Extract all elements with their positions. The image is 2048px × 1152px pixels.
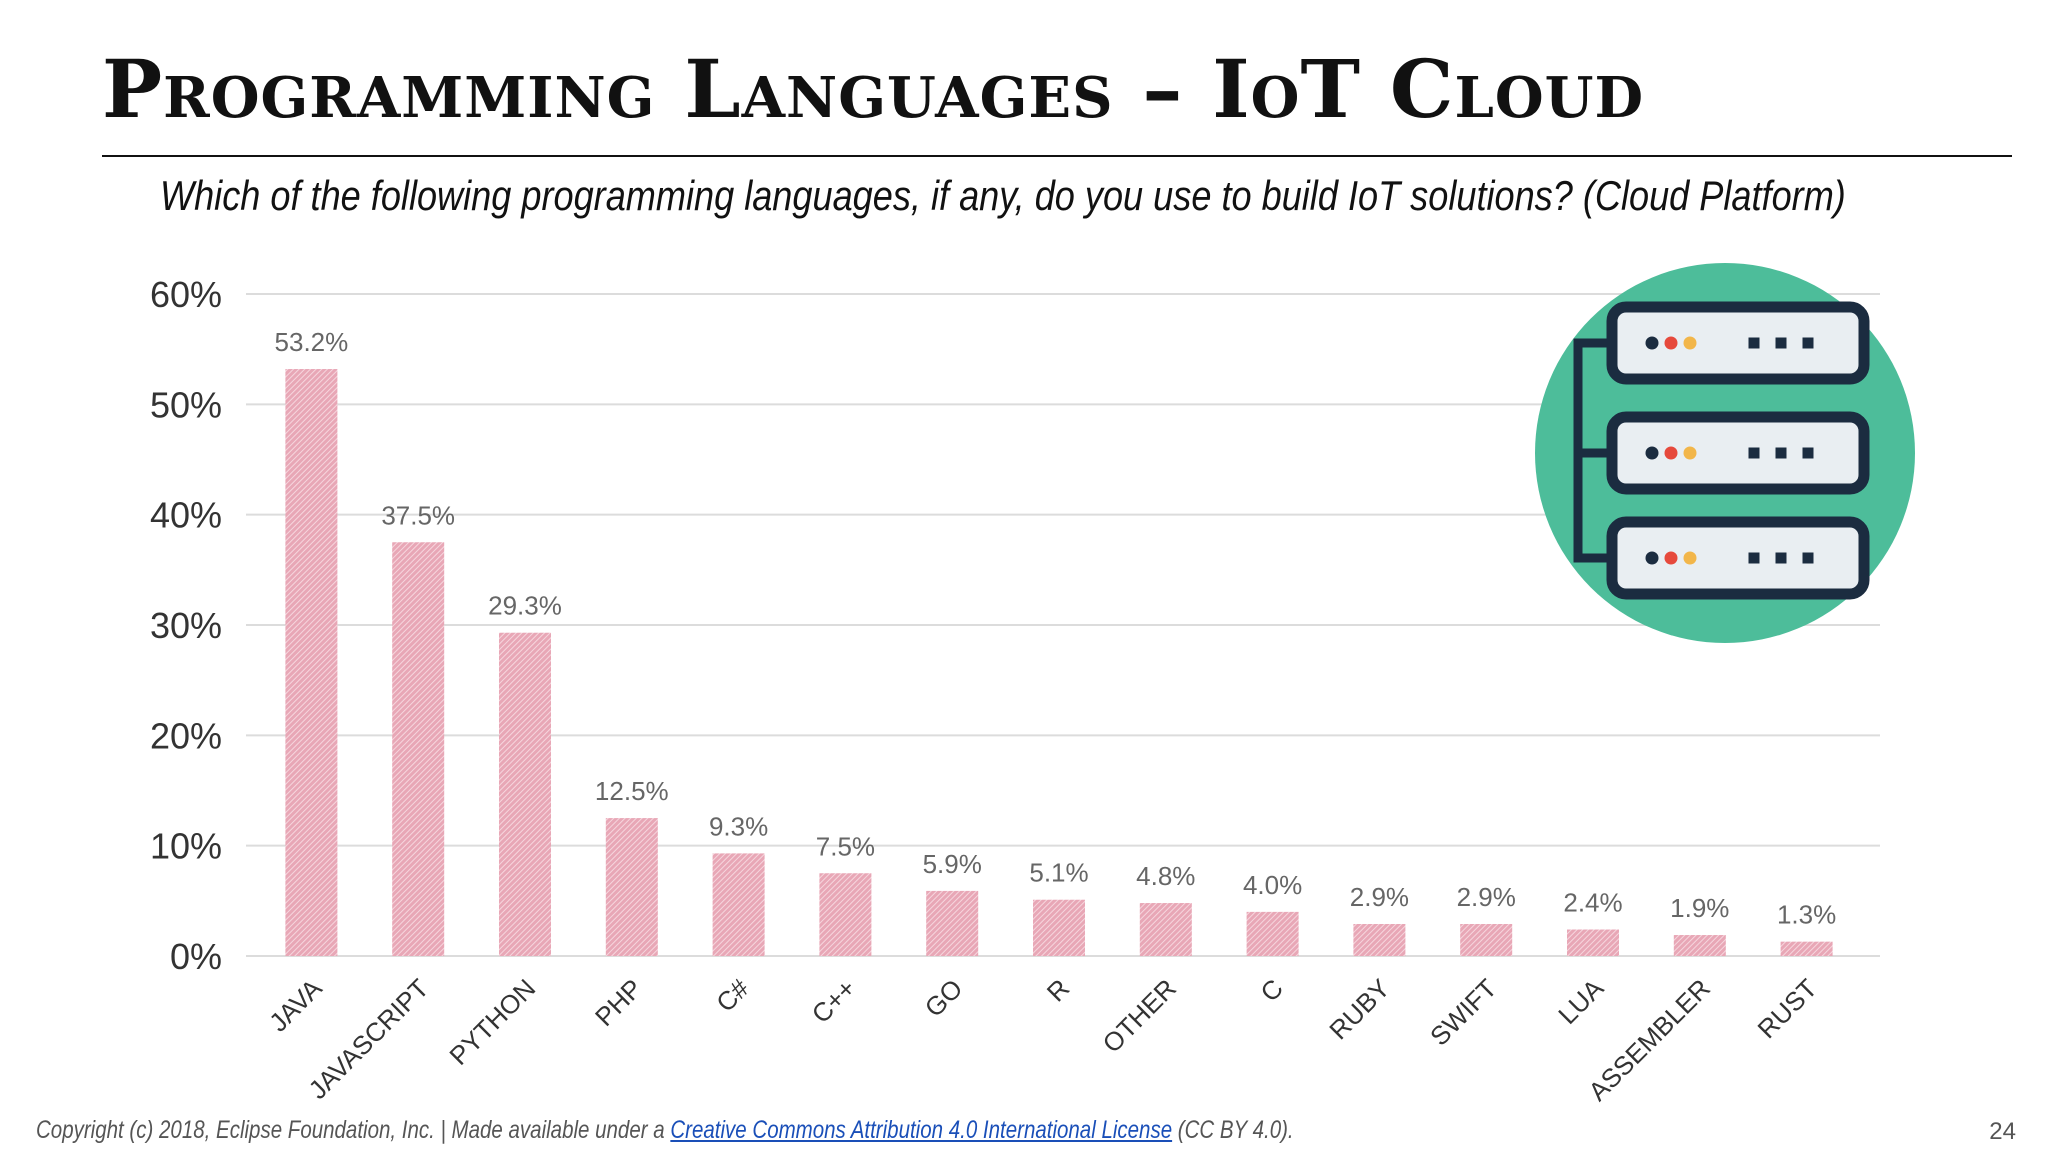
server-unit-icon (1606, 411, 1870, 495)
y-tick-label: 0% (170, 936, 222, 977)
y-tick-label: 10% (150, 826, 222, 867)
server-port (1748, 552, 1760, 564)
server-led (1664, 446, 1678, 460)
bar-c- (712, 853, 765, 956)
server-units (1606, 301, 1870, 600)
server-unit-icon (1606, 516, 1870, 600)
value-labels: 53.2% 37.5% 29.3% 12.5% 9.3% 7.5% 5.9% 5.1% 4.8%… (275, 327, 1837, 930)
server-port (1775, 337, 1787, 349)
bar-javascript (392, 542, 445, 956)
server-port (1775, 447, 1787, 459)
y-tick-label: 60% (150, 274, 222, 315)
y-tick-label: 20% (150, 715, 222, 756)
slide-subtitle: Which of the following programming langu… (160, 172, 1846, 219)
value-label: 5.1% (1029, 858, 1088, 888)
value-label: 1.3% (1777, 900, 1836, 930)
bar-python (499, 632, 551, 956)
server-led (1645, 336, 1659, 350)
value-label: 2.4% (1563, 888, 1622, 918)
x-tick-label: RUST (1752, 973, 1823, 1044)
server-led (1683, 446, 1697, 460)
server-port (1802, 337, 1814, 349)
footer-suffix: (CC BY 4.0). (1172, 1116, 1294, 1144)
x-tick-label: RUBY (1323, 973, 1395, 1045)
server-port (1748, 337, 1760, 349)
server-led (1664, 336, 1678, 350)
value-label: 12.5% (595, 776, 669, 806)
bar-java (285, 369, 338, 956)
server-unit-icon (1606, 301, 1870, 385)
y-tick-label: 50% (150, 384, 222, 425)
server-body (1606, 516, 1870, 600)
server-port (1748, 447, 1760, 459)
server-body (1606, 301, 1870, 385)
value-label: 53.2% (275, 327, 349, 357)
server-port (1775, 552, 1787, 564)
server-port (1802, 447, 1814, 459)
server-led (1683, 336, 1697, 350)
slide-title: Programming Languages – IoT Cloud (102, 42, 1645, 136)
server-led (1683, 551, 1697, 565)
bar-assembler (1673, 935, 1726, 956)
x-tick-label: JAVA (263, 973, 328, 1038)
bar-php (605, 818, 658, 956)
bar-go (926, 890, 979, 956)
bar-lua (1567, 929, 1619, 956)
bar-rust (1780, 941, 1833, 956)
x-tick-label: C (1254, 973, 1288, 1007)
value-label: 37.5% (381, 500, 455, 530)
x-tick-label: C++ (806, 973, 862, 1029)
connector-lines-icon (1573, 338, 1610, 563)
x-tick-label: SWIFT (1424, 973, 1502, 1051)
y-tick-label: 30% (150, 605, 222, 646)
y-axis-ticks: 0% 10% 20% 30% 40% 50% 60% (150, 274, 222, 977)
value-label: 5.9% (923, 849, 982, 879)
bar-swift (1460, 924, 1513, 956)
server-port (1802, 552, 1814, 564)
value-label: 9.3% (709, 811, 768, 841)
x-tick-label: GO (919, 973, 969, 1023)
title-divider (102, 155, 2012, 157)
server-led (1664, 551, 1678, 565)
x-tick-label: PHP (589, 973, 648, 1032)
bar-ruby (1353, 924, 1406, 956)
bar-c (1246, 911, 1299, 956)
x-tick-label: R (1041, 973, 1075, 1007)
value-label: 2.9% (1457, 882, 1516, 912)
value-label: 2.9% (1350, 882, 1409, 912)
value-label: 1.9% (1670, 893, 1729, 923)
value-label: 4.0% (1243, 870, 1302, 900)
bars (285, 369, 1833, 956)
x-tick-label: OTHER (1096, 973, 1182, 1059)
bar-c- (819, 873, 872, 956)
value-label: 4.8% (1136, 861, 1195, 891)
value-label: 7.5% (816, 831, 875, 861)
copyright-footer: Copyright (c) 2018, Eclipse Foundation, … (36, 1116, 1294, 1145)
bar-other (1139, 903, 1192, 956)
value-label: 29.3% (488, 591, 562, 621)
x-tick-label: C# (710, 973, 755, 1018)
footer-text: Copyright (c) 2018, Eclipse Foundation, … (36, 1116, 671, 1144)
page-number: 24 (1989, 1118, 2016, 1145)
x-tick-label: PYTHON (443, 973, 541, 1071)
bar-r (1033, 899, 1085, 956)
server-led (1645, 551, 1659, 565)
license-link[interactable]: Creative Commons Attribution 4.0 Interna… (670, 1116, 1173, 1144)
y-tick-label: 40% (150, 495, 222, 536)
x-tick-label: LUA (1552, 973, 1609, 1030)
server-body (1606, 411, 1870, 495)
server-led (1645, 446, 1659, 460)
server-rack-illustration (1535, 263, 1915, 643)
